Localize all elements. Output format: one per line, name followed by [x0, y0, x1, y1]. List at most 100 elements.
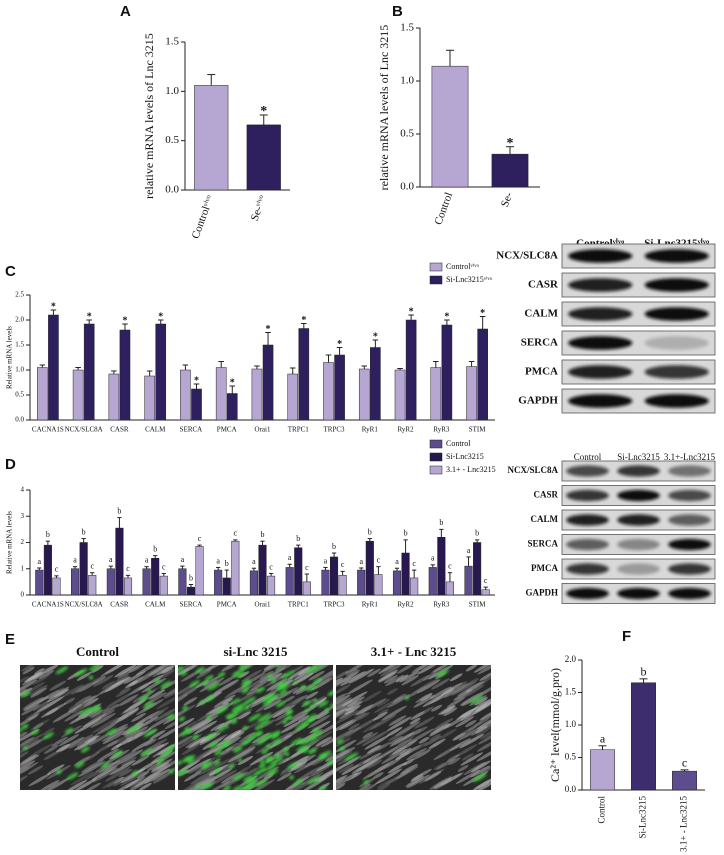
cell	[161, 665, 174, 674]
cell	[197, 773, 216, 785]
cell	[77, 761, 106, 778]
panel-letter: F	[622, 628, 631, 645]
blot-band	[566, 465, 609, 477]
cell	[372, 711, 388, 721]
green-signal	[88, 675, 94, 680]
cell	[224, 665, 244, 671]
cell	[336, 700, 358, 717]
bar	[401, 552, 410, 596]
significance-label: c	[484, 576, 488, 585]
cell	[90, 676, 103, 684]
y-tick-label: 2.0	[565, 654, 577, 664]
cell	[192, 715, 219, 731]
x-tick-label: Control	[432, 191, 455, 227]
green-signal	[204, 675, 214, 682]
blot-band	[568, 394, 633, 408]
y-tick-label: 0.0	[400, 181, 414, 193]
significance-label: c	[682, 756, 687, 770]
cell	[312, 752, 333, 766]
cell	[336, 783, 346, 790]
green-signal	[302, 700, 310, 706]
cell	[361, 730, 390, 747]
green-signal	[404, 695, 410, 701]
cell	[150, 730, 164, 739]
cell	[391, 739, 418, 755]
significance-label: a	[181, 555, 185, 564]
legend-label: Control	[446, 439, 471, 448]
lane-label: Control	[574, 452, 602, 462]
cell	[161, 669, 175, 679]
green-signal	[282, 720, 288, 725]
cell	[336, 710, 359, 724]
bar	[83, 323, 95, 421]
blot-band	[617, 563, 660, 575]
x-tick-label: PMCA	[217, 601, 237, 609]
cell	[410, 711, 425, 721]
cell	[106, 692, 134, 708]
green-signal	[279, 689, 288, 695]
cell	[336, 746, 356, 760]
green-signal	[257, 713, 272, 722]
bar	[191, 388, 202, 421]
cell	[196, 775, 216, 787]
y-tick-label: 1.5	[400, 22, 414, 34]
green-signal	[146, 688, 152, 693]
x-tick-label: CASR	[110, 601, 129, 609]
cells	[336, 665, 491, 790]
cell	[353, 712, 367, 720]
cell	[381, 748, 407, 764]
green-signal	[243, 696, 256, 705]
green-signal	[189, 680, 201, 688]
significance-label: a	[288, 553, 292, 562]
bar	[285, 567, 294, 596]
cell	[452, 681, 467, 690]
blot-band	[668, 514, 711, 526]
cell	[460, 752, 483, 766]
cell	[20, 775, 28, 785]
green-signal	[293, 680, 298, 685]
green-signal	[213, 768, 222, 774]
bar	[267, 575, 276, 596]
significance-label: *	[301, 315, 306, 326]
cell	[336, 737, 352, 748]
x-tick-label: STIM	[469, 601, 487, 609]
cell	[108, 730, 127, 742]
bar	[79, 542, 88, 596]
cell	[428, 665, 454, 680]
cell	[364, 735, 389, 750]
cell	[373, 772, 384, 779]
cell	[237, 711, 252, 720]
cell	[64, 710, 84, 722]
x-tick-label: CACNA1S	[32, 601, 64, 609]
cell	[82, 695, 96, 704]
cell	[465, 720, 477, 728]
blot-band	[566, 489, 609, 502]
bar	[144, 375, 155, 421]
cell	[125, 726, 149, 740]
cell	[288, 699, 302, 708]
green-signal	[255, 779, 268, 787]
significance-label: b	[261, 530, 265, 539]
cell	[388, 665, 402, 673]
significance-label: a	[73, 555, 77, 564]
bar	[151, 558, 160, 596]
y-tick-label: 1.5	[565, 687, 577, 697]
cell	[315, 696, 328, 705]
green-signal	[238, 665, 252, 672]
cell	[121, 756, 137, 767]
cell	[114, 778, 141, 790]
row-label: PMCA	[525, 366, 558, 378]
green-signal	[295, 722, 307, 731]
cell	[199, 732, 222, 746]
cell	[101, 726, 129, 742]
bar	[374, 574, 383, 596]
cell	[416, 665, 443, 675]
bar	[431, 65, 469, 188]
green-signal	[23, 745, 28, 751]
cell	[21, 665, 43, 672]
cell	[128, 665, 145, 673]
cell	[459, 733, 485, 749]
bar	[430, 367, 442, 421]
cell	[67, 703, 82, 713]
cell	[238, 708, 253, 718]
